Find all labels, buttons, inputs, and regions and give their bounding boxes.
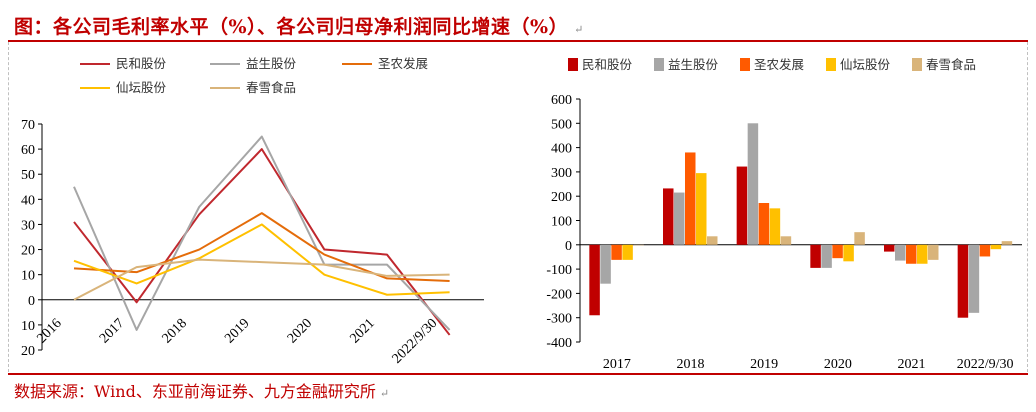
y-tick-label: 100 xyxy=(551,215,572,230)
y-tick-label: 20 xyxy=(21,244,35,259)
y-tick-label: 70 xyxy=(21,118,35,133)
legend-label-4: 仙坛股份 xyxy=(116,80,167,95)
legend-swatch-5 xyxy=(912,58,922,71)
frame-right-border xyxy=(1027,42,1028,372)
bar-2-2017 xyxy=(600,244,611,284)
bar-1-2018 xyxy=(663,188,674,245)
bar-4-2022/9/30 xyxy=(990,244,1002,250)
series-line-2 xyxy=(73,135,451,331)
bar-4-2021 xyxy=(917,244,928,264)
bar-4-2020 xyxy=(843,244,854,262)
bar-3-2022/9/30 xyxy=(979,244,991,257)
y-tick-label: -100 xyxy=(546,263,572,278)
bar-5-2019 xyxy=(780,236,792,245)
bar-1-2020 xyxy=(810,244,821,268)
y-tick-label: 40 xyxy=(21,193,35,208)
bar-3-2017 xyxy=(611,244,622,260)
legend-swatch-1 xyxy=(568,58,578,71)
series-line-5 xyxy=(73,258,450,301)
y-tick-label: -200 xyxy=(546,287,572,302)
legend-swatch-3 xyxy=(740,58,750,71)
bar-3-2020 xyxy=(832,244,843,259)
y-tick-label: -400 xyxy=(546,336,572,351)
title-rule xyxy=(8,40,1028,42)
bar-1-2019 xyxy=(736,166,748,245)
source-rule xyxy=(8,373,1028,375)
y-tick-label: 0 xyxy=(565,239,572,254)
x-tick-label: 2018 xyxy=(160,316,190,346)
x-tick-label: 2018 xyxy=(677,357,705,372)
y-tick-label: 500 xyxy=(551,117,572,132)
x-tick-label: 2022/9/30 xyxy=(957,357,1014,372)
x-tick-label: 2017 xyxy=(97,316,127,346)
bar-2-2020 xyxy=(821,244,832,268)
series-line-1 xyxy=(73,148,451,336)
y-tick-label: 60 xyxy=(21,143,35,158)
legend-label-5: 春雪食品 xyxy=(246,80,296,95)
legend-label-2: 益生股份 xyxy=(668,57,719,72)
bar-4-2018 xyxy=(696,173,707,245)
bar-3-2019 xyxy=(758,203,770,245)
y-tick-label: 30 xyxy=(21,218,35,233)
legend-label-1: 民和股份 xyxy=(582,57,633,72)
series-line-4 xyxy=(73,223,450,296)
bar-5-2022/9/30 xyxy=(1001,241,1013,245)
paragraph-mark: ↵ xyxy=(574,23,584,36)
title-bar: 图：各公司毛利率水平（%）、各公司归母净利润同比增速（%） ↵ xyxy=(0,0,1036,40)
source-note: 数据来源：Wind、东亚前海证券、九方金融研究所 ↵ xyxy=(14,382,390,401)
bar-3-2018 xyxy=(685,152,696,245)
bar-5-2021 xyxy=(928,244,939,260)
bar-4-2017 xyxy=(622,244,633,260)
y-tick-label: 50 xyxy=(21,168,35,183)
net-profit-growth-bar-chart: 民和股份 益生股份 圣农发展 仙坛股份 春雪食品 -400 -300 -200 -100 0 100… xyxy=(546,57,1022,372)
bar-2-2021 xyxy=(895,244,906,261)
legend-label-1: 民和股份 xyxy=(116,56,167,71)
figure-title: 图：各公司毛利率水平（%）、各公司归母净利润同比增速（%） ↵ xyxy=(14,16,584,38)
x-tick-label: 2022/9/30 xyxy=(390,316,441,367)
y-tick-label: 600 xyxy=(551,93,572,108)
x-tick-label: 2019 xyxy=(222,316,252,346)
x-tick-label: 2016 xyxy=(34,316,64,346)
y-tick-label: 0 xyxy=(28,294,35,309)
bar-1-2021 xyxy=(884,244,895,252)
bar-1-2017 xyxy=(589,244,600,316)
y-tick-label: 10 xyxy=(21,319,35,334)
x-tick-label: 2017 xyxy=(603,357,631,372)
bar-5-2020 xyxy=(854,232,865,245)
legend-label-2: 益生股份 xyxy=(246,56,297,71)
legend-label-5: 春雪食品 xyxy=(926,57,976,72)
x-tick-label: 2020 xyxy=(285,316,315,346)
series-line-3 xyxy=(73,212,450,282)
y-tick-label: -300 xyxy=(546,312,572,327)
legend-label-4: 仙坛股份 xyxy=(840,57,891,72)
legend-label-3: 圣农发展 xyxy=(754,57,804,72)
bar-1-2022/9/30 xyxy=(957,244,969,318)
bar-2-2022/9/30 xyxy=(968,244,980,313)
paragraph-mark: ↵ xyxy=(379,387,390,400)
legend-swatch-4 xyxy=(826,58,836,71)
x-tick-label: 2020 xyxy=(824,357,852,372)
legend-label-3: 圣农发展 xyxy=(378,56,428,71)
x-tick-label: 2021 xyxy=(347,316,377,346)
frame-left-border xyxy=(8,42,9,372)
bar-5-2017 xyxy=(633,244,644,246)
x-tick-label: 2019 xyxy=(750,357,778,372)
y-tick-label: 10 xyxy=(21,269,35,284)
y-tick-label: 200 xyxy=(551,190,572,205)
y-tick-label: 20 xyxy=(21,344,35,359)
y-tick-label: 400 xyxy=(551,142,572,157)
bar-4-2019 xyxy=(769,208,781,245)
x-tick-label: 2021 xyxy=(898,357,926,372)
bar-2-2018 xyxy=(674,192,685,245)
bar-3-2021 xyxy=(906,244,917,264)
bar-2-2019 xyxy=(747,123,759,245)
legend-swatch-2 xyxy=(654,58,664,71)
y-tick-label: 300 xyxy=(551,166,572,181)
bar-5-2018 xyxy=(707,236,718,245)
